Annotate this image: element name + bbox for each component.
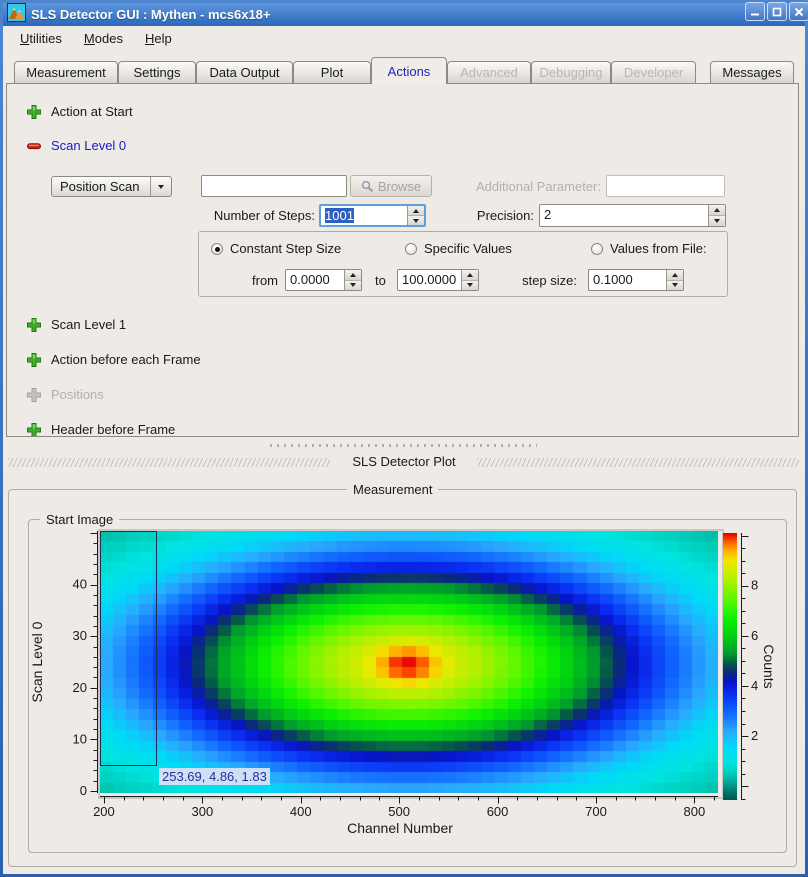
action-row-scan-level-0[interactable]: Scan Level 0 xyxy=(51,138,127,153)
menu-bar: Utilities Modes Help xyxy=(3,27,181,49)
tab-messages[interactable]: Messages xyxy=(710,61,794,83)
action-row-action-before-each-frame[interactable]: Action before each Frame xyxy=(51,352,201,367)
spinner-buttons[interactable] xyxy=(666,270,683,290)
dock-titlebar-texture xyxy=(8,458,330,467)
plus-green-icon[interactable] xyxy=(26,317,42,333)
action-row-positions[interactable]: Positions xyxy=(51,387,104,402)
from-value: 0.0000 xyxy=(290,272,330,287)
chevron-down-icon xyxy=(150,177,171,196)
maximize-icon xyxy=(772,7,782,16)
tab-plot[interactable]: Plot xyxy=(293,61,371,83)
radio-constant-step-size[interactable] xyxy=(211,243,223,255)
additional-parameter-label: Additional Parameter: xyxy=(475,179,601,194)
scan-file-input[interactable] xyxy=(201,175,347,197)
from-spinbox[interactable]: 0.0000 xyxy=(285,269,362,291)
spinner-buttons[interactable] xyxy=(461,270,478,290)
step-size-groupbox xyxy=(198,231,728,297)
menu-modes[interactable]: Modes xyxy=(83,30,123,46)
to-label: to xyxy=(375,273,386,288)
additional-parameter-input[interactable] xyxy=(606,175,725,197)
start-image-groupbox xyxy=(28,519,787,853)
action-row-scan-level-1[interactable]: Scan Level 1 xyxy=(51,317,127,332)
magnifier-icon xyxy=(361,180,373,192)
plus-green-icon[interactable] xyxy=(26,422,42,436)
step-size-spinbox[interactable]: 0.1000 xyxy=(588,269,684,291)
measurement-group-title: Measurement xyxy=(347,482,439,497)
spinner-buttons[interactable] xyxy=(407,206,424,225)
tab-data-output[interactable]: Data Output xyxy=(196,61,293,83)
tab-measurement[interactable]: Measurement xyxy=(14,61,118,83)
titlebar[interactable]: SLS Detector GUI : Mythen - mcs6x18+ xyxy=(3,3,805,26)
tab-advanced[interactable]: Advanced xyxy=(447,61,531,83)
dock-titlebar-texture xyxy=(477,458,799,467)
plus-gray-icon[interactable] xyxy=(26,387,42,403)
minus-red-icon[interactable] xyxy=(26,138,42,154)
dock-title: SLS Detector Plot xyxy=(352,454,456,469)
number-of-steps-label: Number of Steps: xyxy=(213,208,315,223)
spinner-buttons[interactable] xyxy=(344,270,361,290)
tab-settings[interactable]: Settings xyxy=(118,61,196,83)
heatmap-canvas[interactable] xyxy=(100,531,718,793)
browse-button[interactable]: Browse xyxy=(350,175,432,197)
menu-help[interactable]: Help xyxy=(144,30,172,46)
radio-constant-step-size-label: Constant Step Size xyxy=(230,241,342,256)
tab-developer[interactable]: Developer xyxy=(611,61,696,83)
radio-specific-values[interactable] xyxy=(405,243,417,255)
scan-mode-combobox[interactable]: Position Scan xyxy=(51,176,172,197)
plus-green-icon[interactable] xyxy=(26,104,42,120)
number-of-steps-value: 1001 xyxy=(325,208,354,223)
maximize-button[interactable] xyxy=(767,2,787,21)
spinner-buttons[interactable] xyxy=(708,205,725,226)
from-label: from xyxy=(252,273,278,288)
action-row-header-before-frame[interactable]: Header before Frame xyxy=(51,422,176,437)
plot-coordinates-tooltip: 253.69, 4.86, 1.83 xyxy=(159,768,270,785)
zoom-selection-rect xyxy=(100,531,157,766)
to-spinbox[interactable]: 100.0000 xyxy=(397,269,479,291)
precision-spinbox[interactable]: 2 xyxy=(539,204,726,227)
step-size-label: step size: xyxy=(522,273,577,288)
step-size-value: 0.1000 xyxy=(593,272,633,287)
minimize-button[interactable] xyxy=(745,2,765,21)
close-button[interactable] xyxy=(789,2,808,21)
number-of-steps-spinbox[interactable]: 1001 xyxy=(319,204,426,227)
radio-specific-values-label: Specific Values xyxy=(424,241,512,256)
precision-label: Precision: xyxy=(476,208,534,223)
actions-tab-panel: Action at Start Scan Level 0 Scan Level 1 A… xyxy=(6,83,799,437)
radio-values-from-file-label: Values from File: xyxy=(610,241,707,256)
browse-button-label: Browse xyxy=(377,178,422,194)
action-row-action-at-start[interactable]: Action at Start xyxy=(51,104,133,119)
precision-value: 2 xyxy=(544,207,552,222)
radio-values-from-file[interactable] xyxy=(591,243,603,255)
close-icon xyxy=(794,7,804,16)
scan-mode-value: Position Scan xyxy=(60,179,140,194)
start-image-group-title: Start Image xyxy=(40,512,120,527)
app-icon xyxy=(7,3,26,22)
plus-green-icon[interactable] xyxy=(26,352,42,368)
to-value: 100.0000 xyxy=(402,272,457,287)
splitter-handle[interactable] xyxy=(270,444,537,447)
minimize-icon xyxy=(751,13,759,15)
colorbar xyxy=(723,533,737,800)
tab-actions[interactable]: Actions xyxy=(371,57,447,84)
tab-debugging[interactable]: Debugging xyxy=(531,61,611,83)
window-title: SLS Detector GUI : Mythen - mcs6x18+ xyxy=(31,7,271,22)
menu-utilities[interactable]: Utilities xyxy=(20,30,62,46)
